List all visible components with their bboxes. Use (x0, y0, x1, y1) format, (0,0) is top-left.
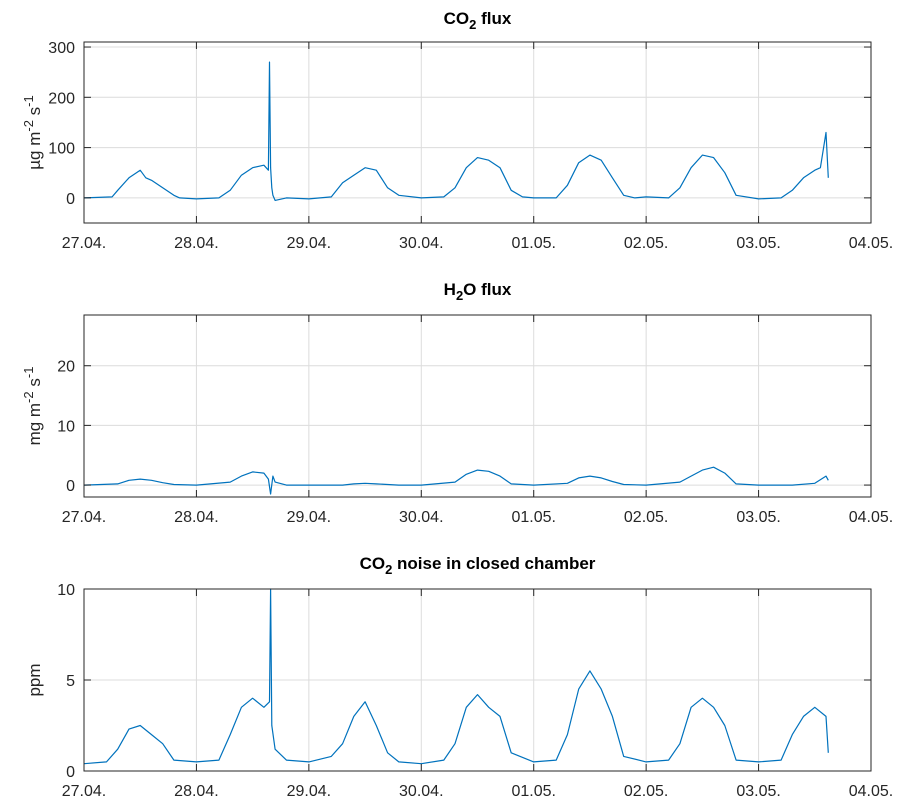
y-tick-label: 0 (66, 191, 75, 208)
x-tick-label: 27.04. (62, 783, 106, 800)
x-tick-label: 30.04. (399, 783, 443, 800)
x-tick-label: 29.04. (287, 783, 331, 800)
series-line-1 (83, 466, 829, 495)
axes-frame (83, 314, 872, 498)
x-tick-label: 01.05. (511, 509, 555, 526)
y-tick-label: 100 (48, 141, 75, 158)
x-tick-label: 27.04. (62, 509, 106, 526)
x-tick-label: 01.05. (511, 235, 555, 252)
x-tick-label: 30.04. (399, 509, 443, 526)
y-tick-label: 200 (48, 90, 75, 107)
y-axis-label: µg m-2 s-1 (21, 95, 44, 170)
y-tick-label: 0 (66, 478, 75, 495)
x-tick-label: 02.05. (624, 509, 668, 526)
x-tick-label: 27.04. (62, 235, 106, 252)
x-tick-label: 01.05. (511, 783, 555, 800)
x-tick-label: 28.04. (174, 783, 218, 800)
x-tick-label: 03.05. (736, 509, 780, 526)
x-tick-label: 04.05. (849, 783, 893, 800)
y-tick-label: 0 (66, 764, 75, 781)
x-tick-label: 02.05. (624, 783, 668, 800)
subplot-2: 27.04. 28.04. 29.04. 30.04. 01.05. 02.05. 03.0… (21, 280, 893, 526)
subplot-3: 27.04. 28.04. 29.04. 30.04. 01.05. 02.05. 03.0… (25, 554, 893, 800)
subplot-1: 27.04. 28.04. 29.04. 30.04. 01.05. 02.05. 03.0… (21, 9, 893, 252)
x-tick-label: 28.04. (174, 509, 218, 526)
x-tick-label: 03.05. (736, 235, 780, 252)
axes-frame (83, 41, 872, 224)
chart-title: CO2 flux (444, 9, 512, 32)
y-tick-label: 10 (57, 582, 75, 599)
x-tick-label: 02.05. (624, 235, 668, 252)
y-axis-label: ppm (25, 663, 44, 696)
x-tick-label: 28.04. (174, 235, 218, 252)
chart-title: CO2 noise in closed chamber (360, 554, 596, 577)
x-tick-label: 30.04. (399, 235, 443, 252)
y-tick-label: 300 (48, 40, 75, 57)
y-axis-label: mg m-2 s-1 (21, 367, 44, 446)
y-tick-label: 5 (66, 673, 75, 690)
x-tick-label: 03.05. (736, 783, 780, 800)
y-tick-label: 10 (57, 418, 75, 435)
chart-title: H2O flux (444, 280, 512, 303)
x-tick-label: 04.05. (849, 509, 893, 526)
series-line-1 (83, 588, 829, 765)
y-tick-label: 20 (57, 359, 75, 376)
x-tick-label: 29.04. (287, 235, 331, 252)
series-line-1 (83, 61, 829, 201)
x-tick-label: 29.04. (287, 509, 331, 526)
x-tick-label: 04.05. (849, 235, 893, 252)
